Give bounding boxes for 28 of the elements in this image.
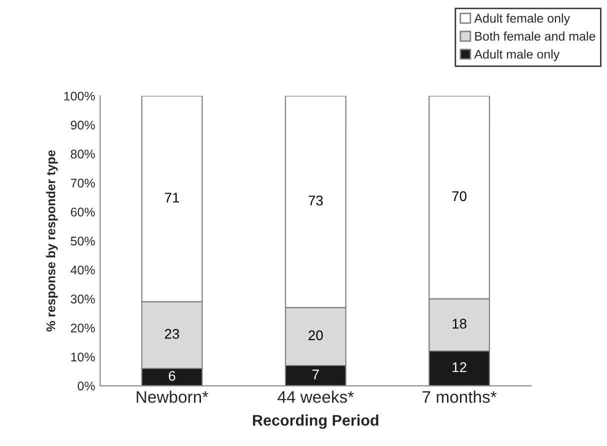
data-label: 12	[452, 362, 466, 372]
y-tick-label: 20%	[70, 324, 95, 332]
x-tick-label: Newborn*	[136, 390, 208, 403]
x-tick-label: 7 months*	[422, 390, 497, 403]
x-axis-title: Recording Period	[253, 414, 378, 429]
y-tick-label: 90%	[70, 120, 95, 130]
data-label: 7	[312, 370, 319, 380]
y-tick-label: 10%	[71, 352, 95, 362]
data-label: 73	[308, 196, 323, 206]
y-tick-label: 80%	[70, 150, 95, 159]
data-label: 70	[452, 191, 466, 202]
y-tick-label: 50%	[70, 236, 95, 246]
data-label: 23	[164, 328, 180, 339]
y-tick-label: 0%	[78, 382, 95, 390]
legend-label: Adult male only	[474, 49, 560, 62]
data-label: 6	[168, 370, 176, 381]
y-tick-label: 60%	[70, 208, 95, 216]
legend-label: Both female and male	[475, 32, 596, 41]
y-axis-title: % response by responder type	[46, 150, 58, 332]
data-label: 71	[164, 192, 180, 202]
x-tick-label: 44 weeks*	[278, 390, 354, 403]
y-tick-label: 100%	[64, 92, 95, 101]
y-tick-label: 40%	[70, 266, 95, 274]
data-label: 20	[308, 330, 323, 340]
y-tick-label: 70%	[70, 178, 95, 188]
legend-label: Adult female only	[474, 14, 570, 26]
data-label: 18	[452, 318, 466, 329]
y-tick-label: 30%	[70, 294, 95, 304]
